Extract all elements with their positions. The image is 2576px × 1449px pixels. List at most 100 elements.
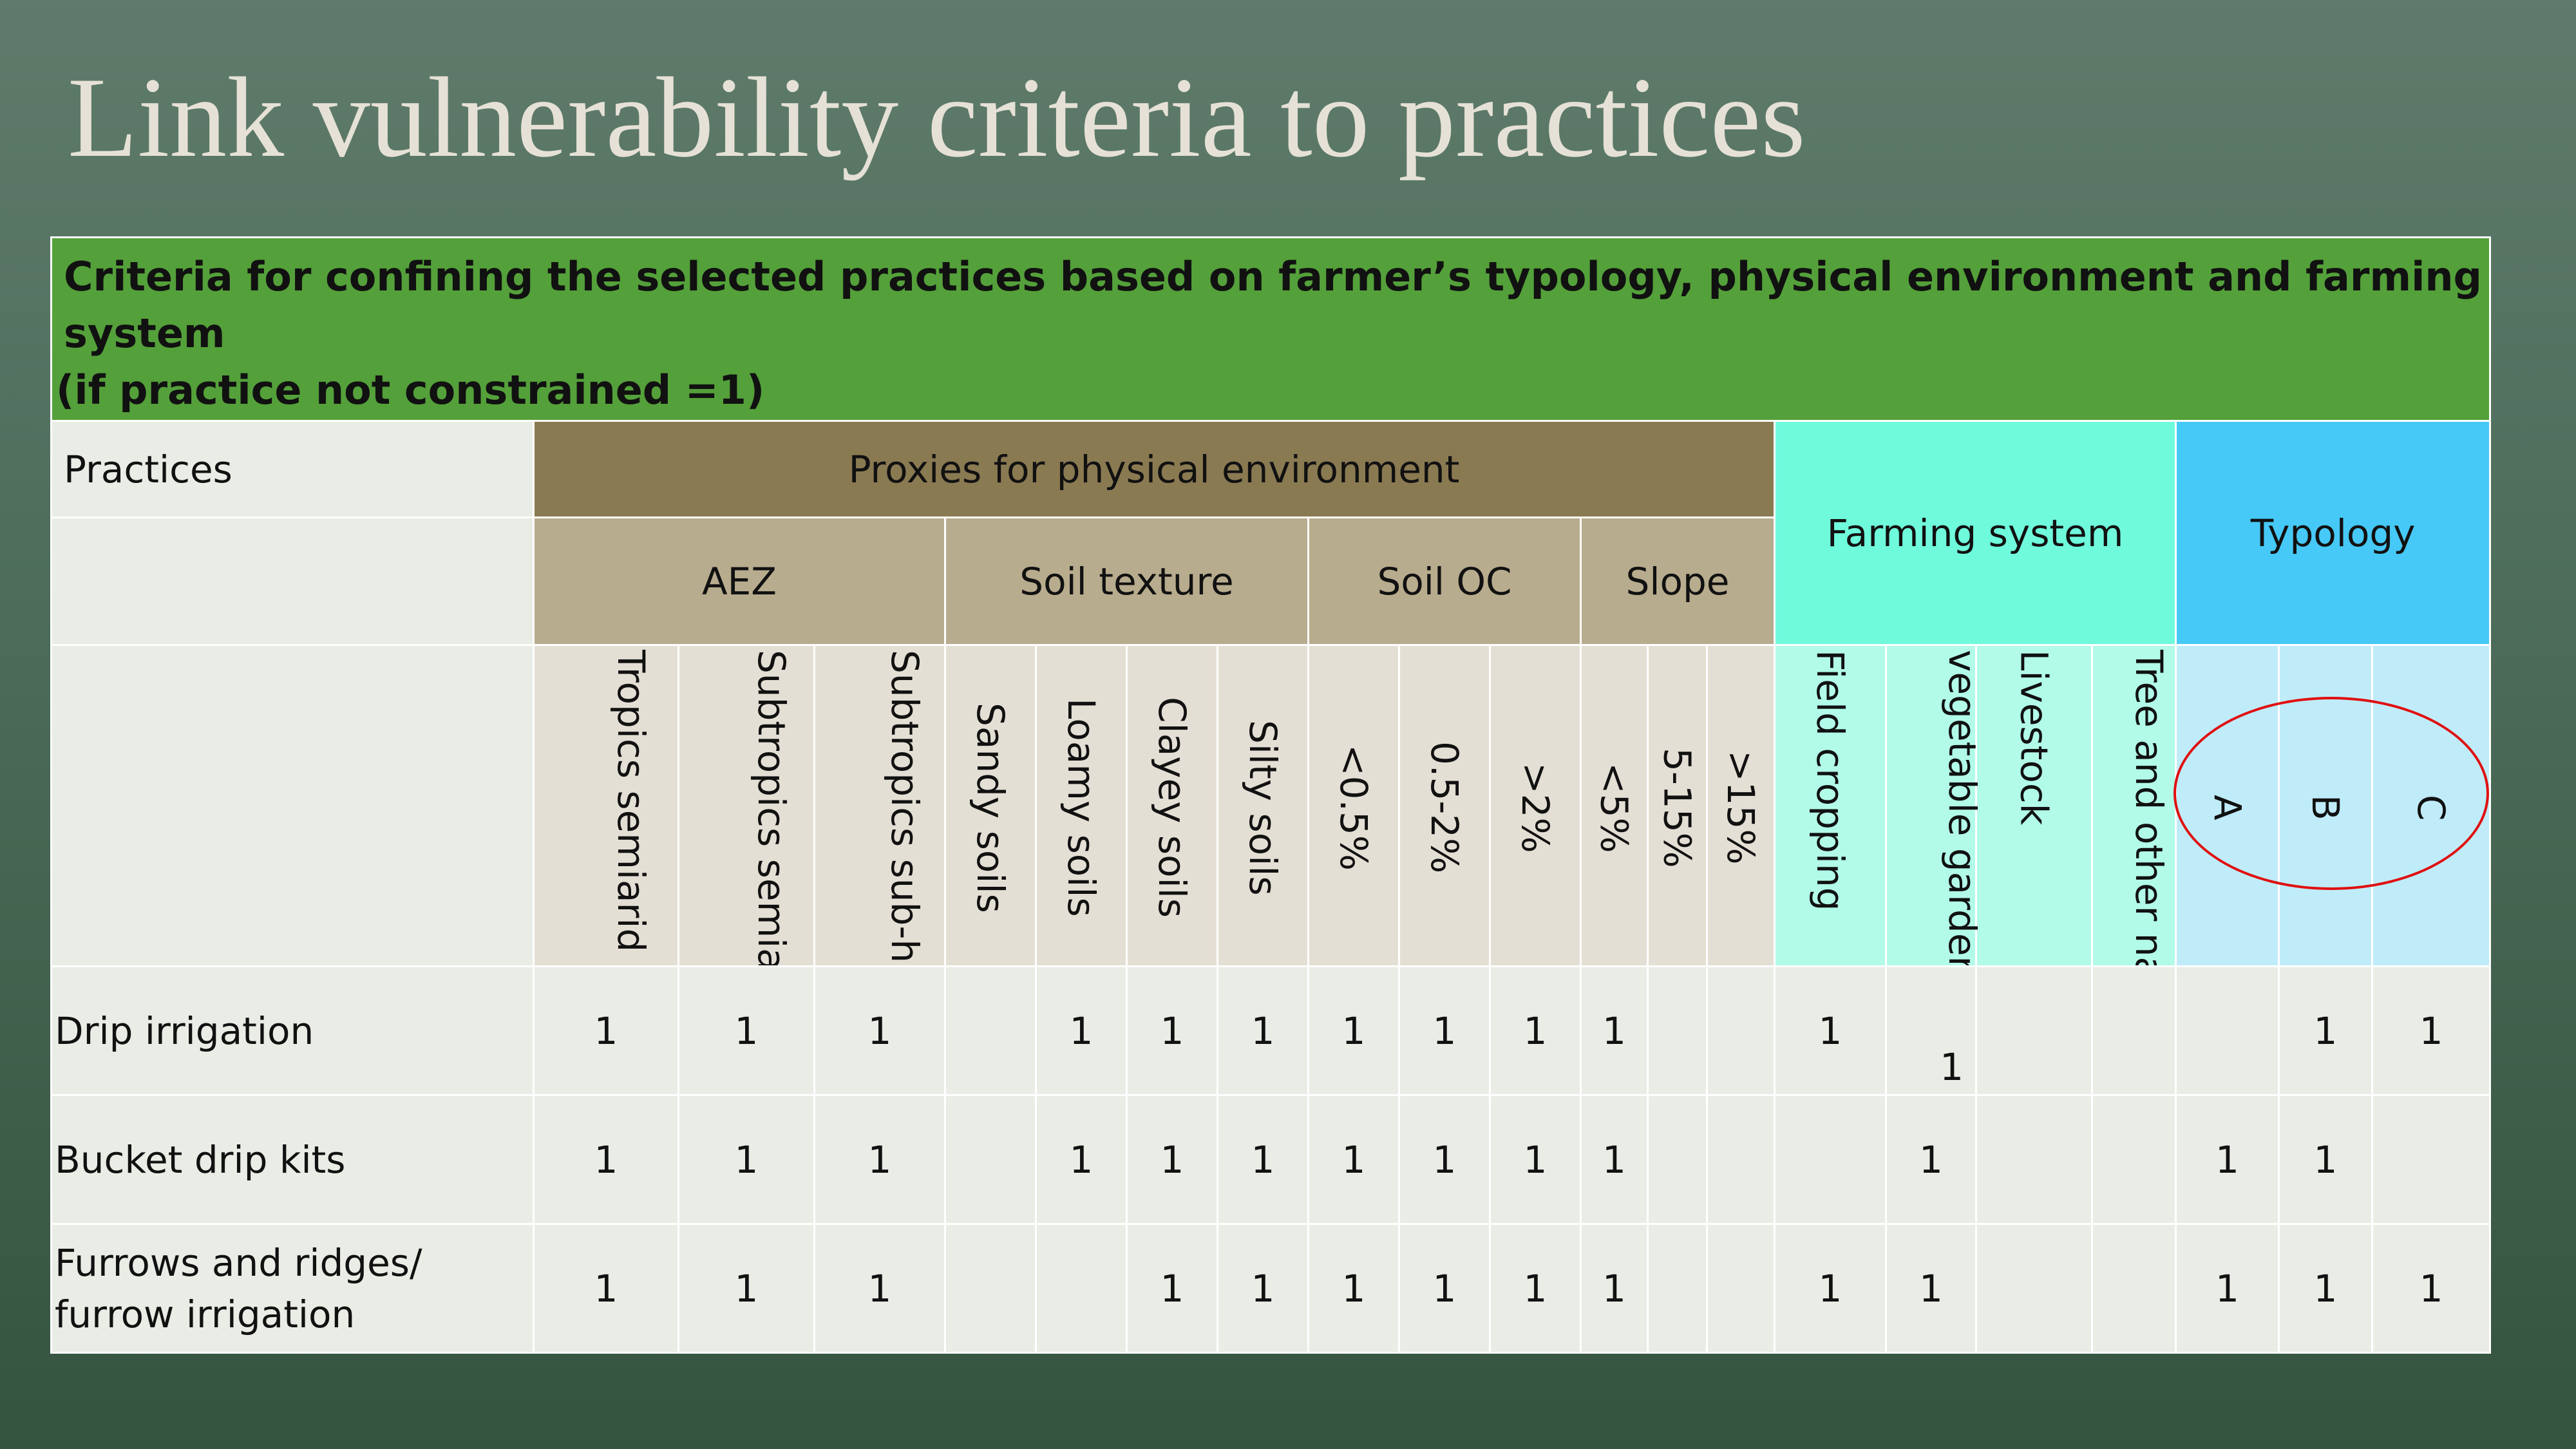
table-cell	[1975, 1094, 2093, 1225]
table-cell: 1	[1885, 1094, 1977, 1225]
table-cell: 1	[677, 965, 815, 1096]
column-header: Field cropping	[1774, 644, 1887, 967]
column-header: Clayey soils	[1126, 644, 1218, 967]
column-header: Tree and other nat. resources	[2091, 644, 2177, 967]
table-cell	[944, 1094, 1037, 1225]
table-cell: 1	[1398, 965, 1491, 1096]
column-header: <0.5%	[1307, 644, 1400, 967]
table-cell: 1	[1774, 965, 1887, 1096]
table-cell	[1975, 1223, 2093, 1354]
farming-system-header: Farming system	[1774, 420, 2177, 646]
column-header: Tropics semiarid warm	[533, 644, 679, 967]
table-cell: 1	[533, 965, 679, 1096]
table-row: Drip irrigation 1 1 1 1 1 1 1 1 1 1 1 1 …	[50, 965, 2492, 1096]
empty-cell	[50, 516, 535, 646]
table-cell: 1	[1489, 1094, 1582, 1225]
table-cell: 1	[1489, 1223, 1582, 1354]
table-cell: 1	[1126, 965, 1218, 1096]
physical-environment-header: Proxies for physical environment	[533, 420, 1776, 518]
empty-cell	[50, 644, 535, 967]
practices-header: Practices	[50, 420, 535, 518]
table-cell: 1	[2278, 1223, 2373, 1354]
criteria-table: Criteria for confining the selected prac…	[50, 236, 2492, 1354]
slide-title: Link vulnerability criteria to practices	[68, 53, 1806, 181]
table-cell	[2091, 1094, 2177, 1225]
table-cell: 1	[2278, 965, 2373, 1096]
column-header: 5-15%	[1647, 644, 1708, 967]
banner-note: (if practice not constrained =1)	[56, 366, 765, 413]
table-cell: 1	[1307, 1223, 1400, 1354]
table-cell: 1	[1885, 965, 1977, 1096]
table-cell: 1	[2371, 965, 2492, 1096]
table-row: Furrows and ridges/ furrow irrigation 1 …	[50, 1223, 2492, 1354]
table-cell: 1	[1580, 965, 1649, 1096]
table-cell: 1	[813, 965, 946, 1096]
table-cell	[1647, 1094, 1708, 1225]
table-cell: 1	[677, 1094, 815, 1225]
table-cell: 1	[533, 1094, 679, 1225]
table-cell	[2091, 1223, 2177, 1354]
table-cell: 1	[1580, 1094, 1649, 1225]
column-header: Livestock	[1975, 644, 2093, 967]
typology-header: Typology	[2174, 420, 2492, 646]
table-cell: 1	[1774, 1223, 1887, 1354]
table-cell: 1	[1035, 1094, 1128, 1225]
table-cell	[1647, 1223, 1708, 1354]
table-cell: 1	[1035, 965, 1128, 1096]
practice-name: Bucket drip kits	[50, 1094, 535, 1225]
table-cell: 1	[1398, 1094, 1491, 1225]
table-cell: 1	[1580, 1223, 1649, 1354]
column-header: Subtropics sub-humid cool	[813, 644, 946, 967]
table-cell: 1	[1126, 1094, 1218, 1225]
practice-name: Furrows and ridges/ furrow irrigation	[50, 1223, 535, 1354]
table-banner: Criteria for confining the selected prac…	[50, 236, 2492, 422]
table-cell	[1647, 965, 1708, 1096]
table-cell: 1	[813, 1094, 946, 1225]
table-cell: 1	[2371, 1223, 2492, 1354]
table-cell: 1	[813, 1223, 946, 1354]
table-cell: 1	[1217, 1094, 1309, 1225]
table-cell: 1	[2175, 1094, 2280, 1225]
table-cell	[1706, 965, 1776, 1096]
column-header: Silty soils	[1217, 644, 1309, 967]
table-cell	[1975, 965, 2093, 1096]
table-cell	[2091, 965, 2177, 1096]
table-row: Bucket drip kits 1 1 1 1 1 1 1 1 1 1 1 1…	[50, 1094, 2492, 1225]
table-cell: 1	[2175, 1223, 2280, 1354]
slope-header: Slope	[1580, 516, 1776, 646]
table-cell: 1	[677, 1223, 815, 1354]
table-cell	[1774, 1094, 1887, 1225]
table-cell: 1	[1489, 965, 1582, 1096]
banner-title: Criteria for confining the selected prac…	[64, 253, 2482, 357]
column-header: Loamy soils	[1035, 644, 1128, 967]
column-header: >15%	[1706, 644, 1776, 967]
soil-oc-header: Soil OC	[1307, 516, 1582, 646]
table-cell: 1	[1307, 965, 1400, 1096]
column-header: <5%	[1580, 644, 1649, 967]
soil-texture-header: Soil texture	[944, 516, 1309, 646]
column-header: 0.5-2%	[1398, 644, 1491, 967]
table-cell	[944, 965, 1037, 1096]
table-cell: 1	[2278, 1094, 2373, 1225]
column-header: Sandy soils	[944, 644, 1037, 967]
column-header: vegetable gardening	[1885, 644, 1984, 967]
column-header: B	[2278, 644, 2373, 967]
table-cell	[1035, 1223, 1128, 1354]
column-header: A	[2175, 644, 2280, 967]
table-cell: 1	[1217, 1223, 1309, 1354]
table-cell	[2175, 965, 2280, 1096]
column-header: Subtropics semiarid warm	[677, 644, 815, 967]
table-cell: 1	[1307, 1094, 1400, 1225]
table-cell: 1	[1217, 965, 1309, 1096]
table-cell	[944, 1223, 1037, 1354]
table-cell: 1	[533, 1223, 679, 1354]
aez-header: AEZ	[533, 516, 946, 646]
table-cell	[1706, 1094, 1776, 1225]
table-cell	[2371, 1094, 2492, 1225]
column-header: >2%	[1489, 644, 1582, 967]
practice-name: Drip irrigation	[50, 965, 535, 1096]
table-cell: 1	[1885, 1223, 1977, 1354]
table-cell	[1706, 1223, 1776, 1354]
column-header: C	[2371, 644, 2492, 967]
table-cell: 1	[1398, 1223, 1491, 1354]
